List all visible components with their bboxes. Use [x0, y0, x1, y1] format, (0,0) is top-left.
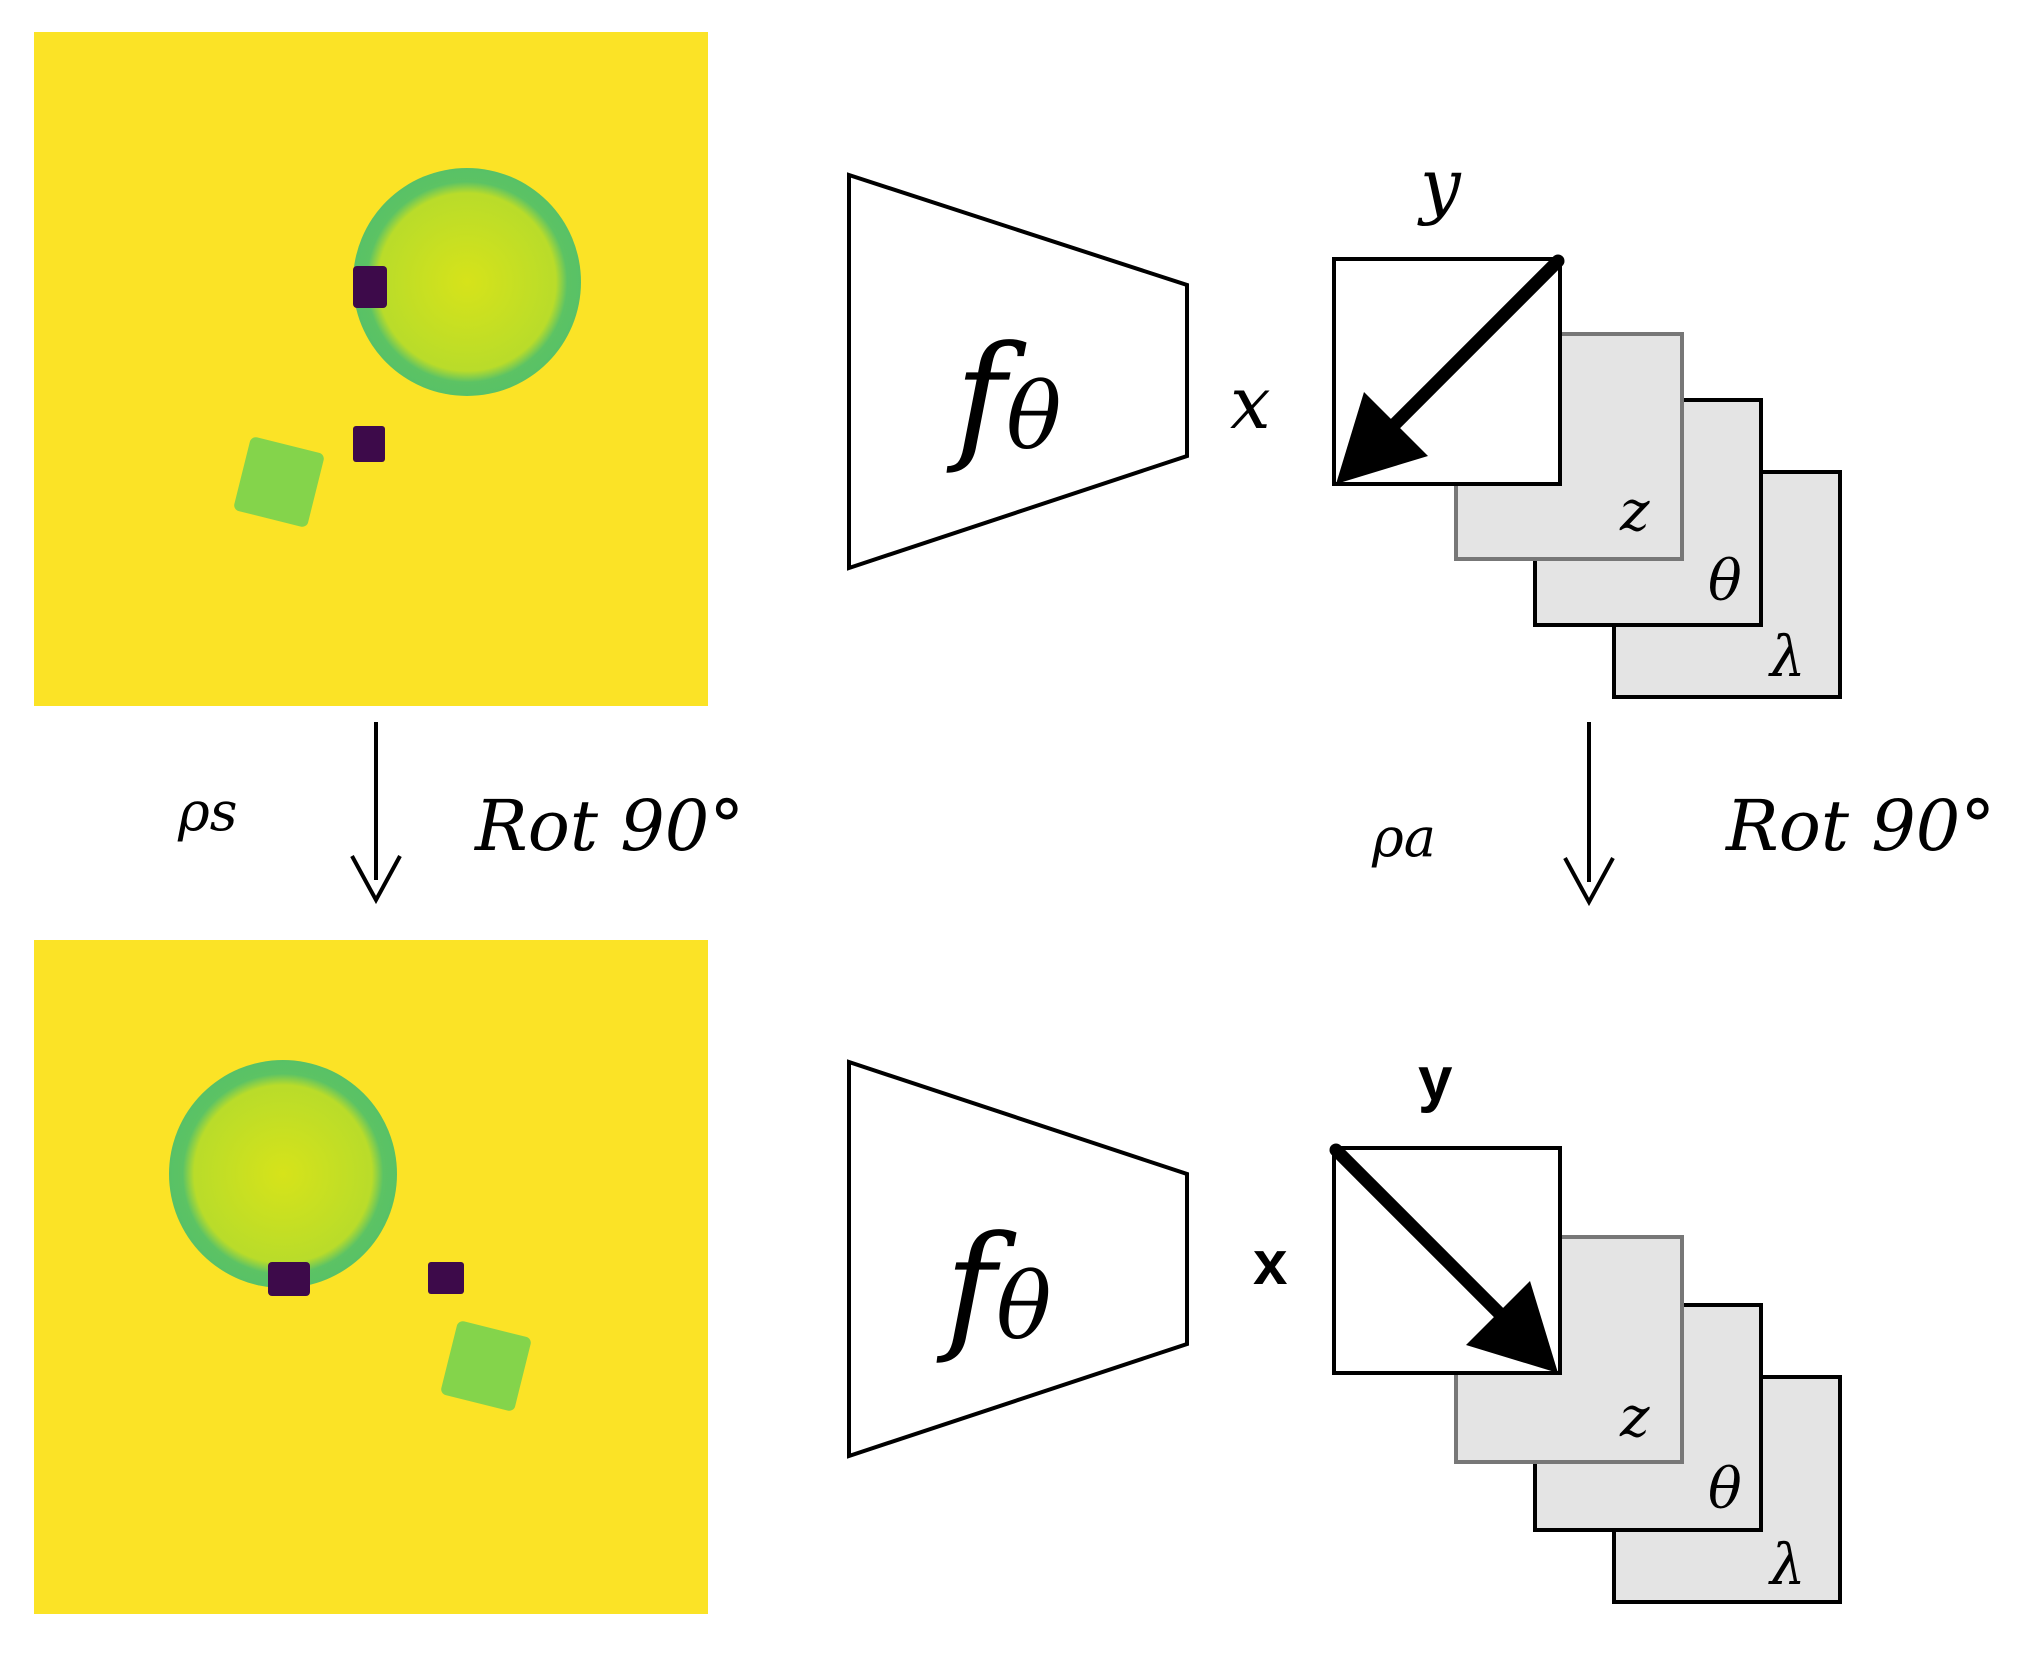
left-rotation-arrow: ρs Rot 90°: [177, 722, 744, 905]
channel-stack-top: λ θ z: [1332, 254, 1842, 699]
arrow-head: [350, 855, 402, 905]
image-background: [34, 940, 708, 1614]
network-label: fθ: [936, 1206, 1051, 1367]
op-label-rot90: Rot 90°: [473, 785, 744, 867]
disk: [353, 168, 581, 396]
rep-label-rho-a: ρa: [1371, 806, 1436, 869]
channel-label-lambda: λ: [1768, 1533, 1806, 1598]
image-background: [34, 32, 708, 706]
marker-square: [353, 426, 385, 462]
rotated-square: [234, 437, 324, 527]
vector-arrow-shaft: [1371, 254, 1565, 448]
vector-arrow-head: [1466, 1281, 1558, 1373]
marker-square: [428, 1262, 464, 1294]
right-rotation-arrow: ρa Rot 90°: [1371, 722, 1995, 907]
channel-label-z: z: [1619, 479, 1650, 544]
encoder-trapezoid: [847, 1059, 1189, 1459]
channel-label-theta: θ: [1708, 549, 1742, 614]
disk: [169, 1060, 397, 1288]
rotated-square: [441, 1321, 531, 1411]
input-image-bottom: [34, 940, 708, 1614]
x-label: x: [1230, 361, 1271, 445]
vector-arrow-head: [1336, 392, 1428, 484]
marker-square: [268, 1262, 310, 1296]
channel-stack-bottom: λ θ z: [1329, 1143, 1842, 1604]
marker-square: [353, 266, 387, 308]
x-label: x: [1253, 1229, 1288, 1298]
y-label: y: [1417, 143, 1462, 227]
network-top: fθ: [847, 172, 1189, 571]
vector-arrow-shaft: [1329, 1143, 1523, 1337]
arrow-head: [1563, 857, 1615, 907]
network-bottom: fθ: [847, 1059, 1189, 1459]
channel-label-lambda: λ: [1768, 625, 1806, 690]
channel-label-z: z: [1619, 1385, 1650, 1450]
input-image-top: [34, 32, 708, 706]
channel-label-theta: θ: [1708, 1457, 1742, 1522]
encoder-trapezoid: [847, 172, 1189, 571]
y-label: y: [1418, 1045, 1453, 1114]
op-label-rot90: Rot 90°: [1724, 785, 1995, 867]
rep-label-rho-s: ρs: [177, 780, 237, 843]
